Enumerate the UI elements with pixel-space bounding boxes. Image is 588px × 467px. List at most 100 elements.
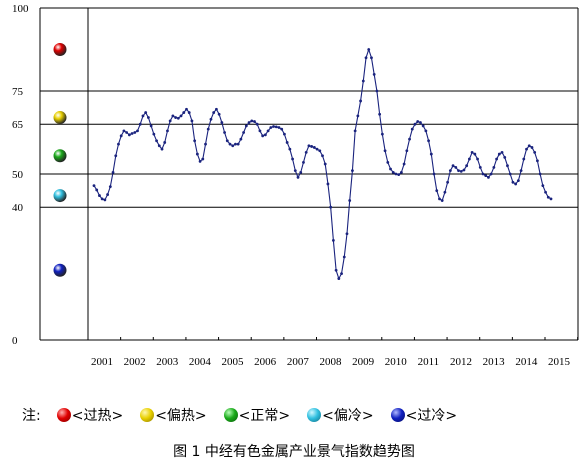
x-tick-label-2004: 2004 xyxy=(189,356,212,368)
index-series xyxy=(92,47,553,280)
series-point xyxy=(408,137,411,141)
y-tick-label-0: 0 xyxy=(12,335,18,347)
legend-label-cold: <过冷> xyxy=(405,408,458,424)
y-axis-ticks: 0 40 50 65 75 100 xyxy=(12,3,29,347)
series-point xyxy=(544,190,547,194)
series-point xyxy=(530,146,534,149)
series-point xyxy=(103,198,107,202)
series-point xyxy=(334,268,338,272)
series-point xyxy=(318,149,322,153)
series-point xyxy=(174,116,178,119)
series-point xyxy=(443,190,447,194)
series-point xyxy=(119,134,123,138)
zone-markers xyxy=(53,43,67,277)
series-point xyxy=(473,152,477,156)
series-point xyxy=(508,172,512,176)
series-point xyxy=(440,199,444,202)
series-point xyxy=(127,133,131,137)
series-point xyxy=(506,164,509,168)
series-point xyxy=(106,193,109,196)
series-point xyxy=(326,182,330,186)
series-point xyxy=(95,188,99,192)
series-point xyxy=(190,119,194,123)
zone-marker-偏冷 xyxy=(53,189,67,203)
series-point xyxy=(389,167,392,171)
series-point xyxy=(405,149,409,153)
zone-marker-正常 xyxy=(53,149,67,163)
series-point xyxy=(231,144,235,148)
series-point xyxy=(399,170,403,174)
series-point xyxy=(351,169,354,173)
series-point xyxy=(359,99,362,103)
x-tick-label-2007: 2007 xyxy=(287,356,310,368)
series-point xyxy=(497,152,501,156)
x-tick-label-2012: 2012 xyxy=(450,356,472,368)
series-point xyxy=(348,199,352,202)
legend-item-cool: <偏冷> xyxy=(307,405,374,425)
series-point xyxy=(511,180,515,184)
series-point xyxy=(484,174,488,178)
series-point xyxy=(416,120,420,123)
series-point xyxy=(130,132,134,135)
series-point xyxy=(253,120,256,123)
series-point xyxy=(397,173,401,177)
series-point xyxy=(136,129,139,133)
legend-label-normal: <正常> xyxy=(238,408,291,424)
series-point xyxy=(500,151,504,154)
series-point xyxy=(380,132,384,136)
series-point xyxy=(394,172,398,176)
series-point xyxy=(283,132,286,136)
x-tick-label-2011: 2011 xyxy=(418,356,440,368)
series-point xyxy=(217,112,221,116)
series-point xyxy=(157,144,161,148)
y-tick-label-65: 65 xyxy=(12,119,24,131)
series-point xyxy=(250,119,254,123)
series-point xyxy=(204,142,207,146)
series-point xyxy=(438,197,441,201)
series-point xyxy=(307,144,311,148)
series-point xyxy=(111,170,115,174)
series-point xyxy=(391,170,395,174)
figure-caption: 图 1 中经有色金属产业景气指数趋势图 xyxy=(173,444,415,460)
series-point xyxy=(383,149,387,153)
series-point xyxy=(481,172,485,176)
series-point xyxy=(152,132,156,136)
series-point xyxy=(503,156,507,159)
series-point xyxy=(258,129,262,133)
legend-label-warm: <偏热> xyxy=(155,408,207,424)
series-point xyxy=(340,272,343,275)
series-point xyxy=(536,159,539,163)
series-point xyxy=(331,239,335,242)
zone-marker-过热 xyxy=(53,43,67,56)
series-point xyxy=(538,172,542,176)
series-point xyxy=(465,164,469,168)
series-point xyxy=(492,165,496,169)
series-point xyxy=(367,48,371,51)
x-tick-label-2008: 2008 xyxy=(319,356,342,368)
series-point xyxy=(487,175,490,179)
series-point xyxy=(291,157,294,161)
series-point xyxy=(310,145,314,148)
legend-item-normal: <正常> xyxy=(223,405,291,425)
series-point xyxy=(117,142,120,146)
series-point xyxy=(242,131,246,134)
legend-label-cool: <偏冷> xyxy=(322,408,374,424)
zone-marker-偏热 xyxy=(53,111,67,125)
x-tick-label-2010: 2010 xyxy=(385,356,408,368)
series-point xyxy=(144,111,148,114)
series-point xyxy=(215,107,218,111)
series-point xyxy=(155,139,158,143)
series-point xyxy=(266,129,270,133)
series-point xyxy=(280,127,284,131)
series-point xyxy=(489,172,493,176)
series-point xyxy=(285,141,289,144)
series-point xyxy=(448,169,452,173)
series-point xyxy=(244,124,248,128)
series-point xyxy=(519,169,523,173)
series-point xyxy=(234,142,237,146)
y-tick-label-40: 40 xyxy=(12,202,24,214)
series-point xyxy=(432,172,436,176)
series-point xyxy=(361,79,365,83)
x-tick-label-2009: 2009 xyxy=(352,356,375,368)
